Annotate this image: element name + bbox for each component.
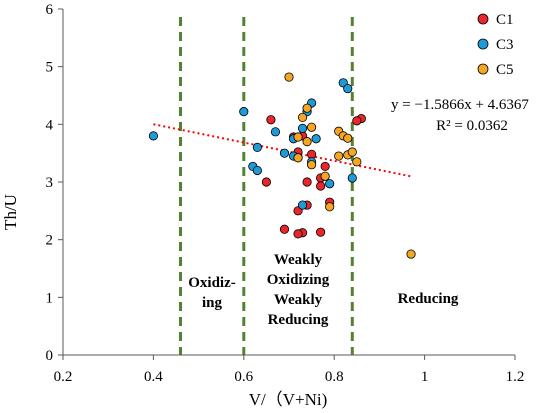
data-point-c1 [261,177,271,187]
data-point-c5 [343,133,353,143]
x-tick-label: 0.4 [144,369,163,385]
data-point-c3 [279,148,290,158]
data-point-c3 [311,134,321,144]
data-point-c5 [297,112,308,123]
data-point-c1 [279,224,290,234]
x-tick-label: 1 [421,369,429,385]
zone-label: ing [202,295,223,311]
x-tick-label: 0.6 [234,369,253,385]
plot-area [148,17,416,355]
trendline-r2: R² = 0.0362 [436,118,508,134]
legend-label: C1 [496,12,514,28]
y-tick-label: 5 [46,60,54,76]
data-point-c5 [406,249,416,259]
data-point-c1 [316,227,326,237]
data-point-c1 [302,177,312,187]
data-point-c5 [347,147,357,157]
legend-marker [477,38,489,50]
legend: C1 C3 C5 [477,12,514,78]
data-point-c3 [297,123,308,133]
data-point-c1 [320,161,330,172]
y-tick-label: 2 [46,233,54,249]
data-point-c5 [302,103,312,113]
data-point-c5 [352,157,362,167]
data-point-c3 [148,131,158,141]
y-axis-title: Th/U [1,194,20,230]
data-point-c3 [325,179,335,189]
data-point-c5 [306,122,317,132]
y-tick-label: 6 [46,2,54,18]
zone-label: Reducing [398,291,459,307]
x-tick-label: 1.2 [506,369,525,385]
data-point-c5 [334,151,344,161]
trendline-equation: y = −1.5866x + 4.6367 [391,97,529,113]
legend-label: C5 [496,62,514,78]
data-point-c3 [239,107,249,117]
data-point-c1 [266,115,276,125]
data-point-c5 [325,202,335,212]
data-point-c3 [347,173,357,183]
data-point-c1 [352,116,362,126]
axes: 0 1 2 3 4 5 6 0.2 0.4 0.6 0.8 1 1.2 [46,2,525,385]
data-point-c3 [252,142,262,152]
y-tick-label: 0 [46,348,54,364]
data-point-c3 [270,127,281,137]
data-point-c1 [316,181,326,191]
zone-label: Oxidiz- [188,275,236,291]
data-point-c3 [297,200,308,210]
y-tick-label: 4 [46,117,54,133]
zone-label: Weakly [274,292,323,308]
data-point-c5 [302,137,312,147]
data-point-c5 [293,132,303,142]
data-point-c5 [293,153,303,163]
data-point-c5 [284,72,294,82]
zone-labels: Oxidiz-ing Weakly Oxidizing Weakly Reducing R… [188,252,459,328]
x-tick-label: 0.8 [325,369,344,385]
data-point-c5 [320,171,330,181]
zone-label: Oxidizing [267,272,330,288]
legend-marker [477,63,489,75]
legend-label: C3 [496,37,514,53]
x-tick-label: 0.2 [54,369,73,385]
y-tick-label: 1 [46,290,54,306]
zone-label: Reducing [268,312,329,328]
x-axis-title: V/（V+Ni) [249,390,328,409]
data-point-c3 [252,165,262,176]
data-point-c3 [343,83,353,94]
zone-label: Weakly [274,252,323,268]
data-point-c1 [293,229,303,239]
data-point-c5 [306,160,317,170]
y-tick-label: 3 [46,175,54,191]
legend-marker [477,13,489,25]
